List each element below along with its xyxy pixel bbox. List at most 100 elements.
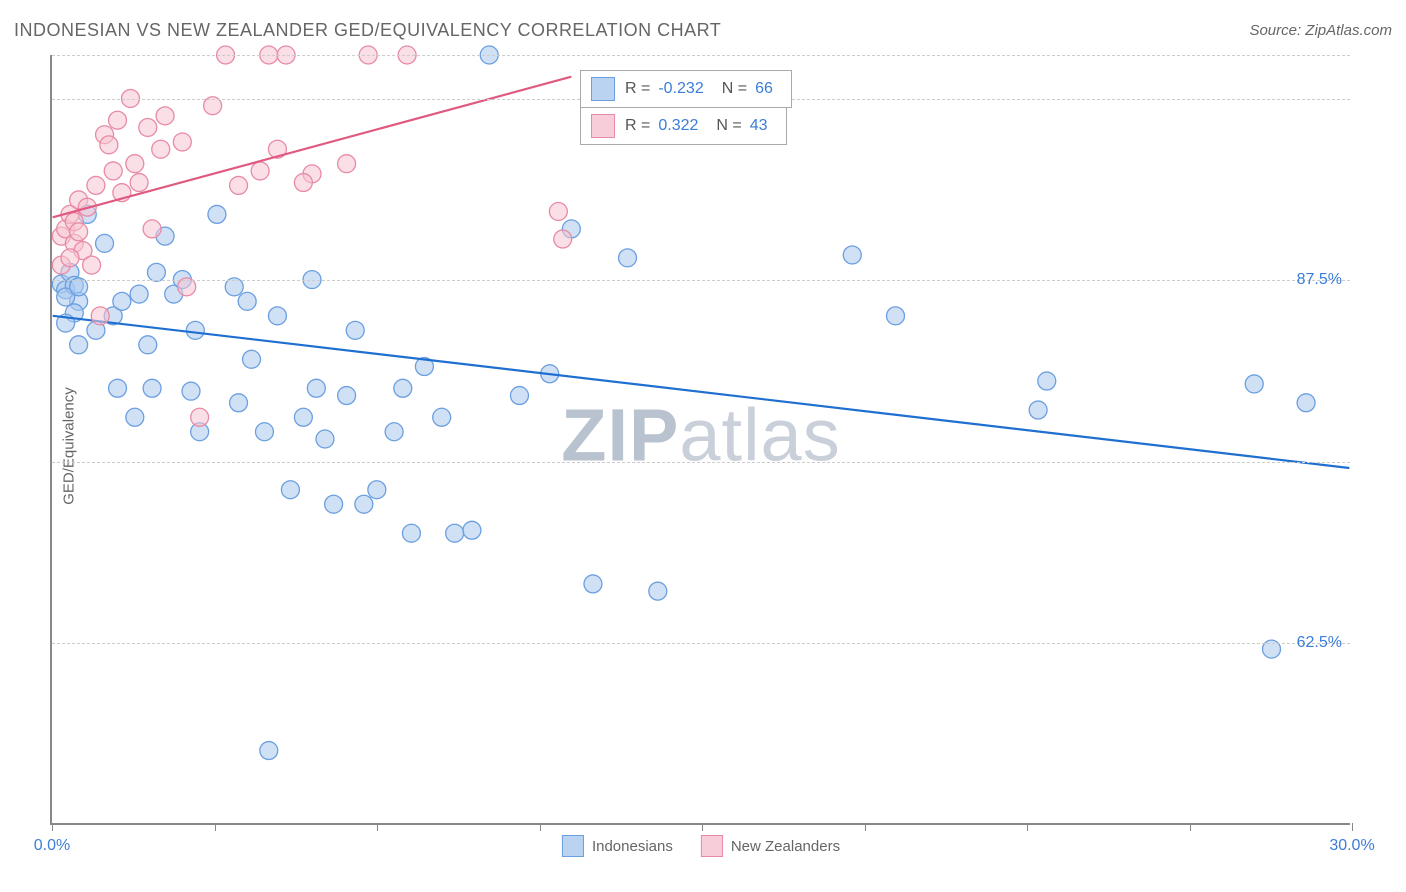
x-tick bbox=[377, 823, 378, 831]
x-tick-label: 0.0% bbox=[34, 837, 70, 855]
data-point bbox=[96, 234, 114, 252]
gridline bbox=[52, 280, 1350, 281]
data-point bbox=[156, 107, 174, 125]
data-point bbox=[100, 136, 118, 154]
data-point bbox=[887, 307, 905, 325]
data-point bbox=[186, 321, 204, 339]
data-point bbox=[463, 521, 481, 539]
data-point bbox=[649, 582, 667, 600]
data-point bbox=[143, 379, 161, 397]
data-point bbox=[70, 336, 88, 354]
x-tick bbox=[540, 823, 541, 831]
stats-box: R = -0.232 N = 66 bbox=[580, 70, 792, 108]
data-point bbox=[113, 292, 131, 310]
y-tick-label: 62.5% bbox=[1297, 634, 1342, 652]
data-point bbox=[152, 140, 170, 158]
plot-area: ZIPatlas 62.5%87.5%0.0%30.0%R =-0.232N =… bbox=[50, 55, 1350, 825]
data-point bbox=[83, 256, 101, 274]
data-point bbox=[230, 394, 248, 412]
data-point bbox=[243, 350, 261, 368]
source-label: Source: ZipAtlas.com bbox=[1249, 22, 1392, 39]
stat-n-value: 43 bbox=[750, 117, 768, 135]
x-tick-label: 30.0% bbox=[1329, 837, 1374, 855]
data-point bbox=[316, 430, 334, 448]
data-point bbox=[130, 174, 148, 192]
legend-item: Indonesians bbox=[562, 835, 673, 857]
stat-r-label: R = bbox=[625, 117, 650, 135]
x-tick bbox=[1190, 823, 1191, 831]
data-point bbox=[143, 220, 161, 238]
data-point bbox=[104, 162, 122, 180]
data-point bbox=[433, 408, 451, 426]
chart-title: INDONESIAN VS NEW ZEALANDER GED/EQUIVALE… bbox=[14, 20, 721, 41]
data-point bbox=[510, 387, 528, 405]
data-point bbox=[294, 408, 312, 426]
data-point bbox=[208, 205, 226, 223]
data-point bbox=[238, 292, 256, 310]
data-point bbox=[1038, 372, 1056, 390]
data-point bbox=[139, 118, 157, 136]
stats-box: R = 0.322 N = 43 bbox=[580, 107, 787, 145]
data-point bbox=[307, 379, 325, 397]
data-point bbox=[147, 263, 165, 281]
data-point bbox=[355, 495, 373, 513]
data-point bbox=[554, 230, 572, 248]
data-point bbox=[843, 246, 861, 264]
x-tick bbox=[52, 823, 53, 831]
data-point bbox=[402, 524, 420, 542]
x-tick bbox=[865, 823, 866, 831]
data-point bbox=[109, 379, 127, 397]
data-point bbox=[346, 321, 364, 339]
data-point bbox=[255, 423, 273, 441]
data-point bbox=[338, 155, 356, 173]
data-point bbox=[446, 524, 464, 542]
data-point bbox=[268, 307, 286, 325]
data-point bbox=[139, 336, 157, 354]
data-point bbox=[260, 742, 278, 760]
x-tick bbox=[702, 823, 703, 831]
data-point bbox=[619, 249, 637, 267]
legend-swatch bbox=[562, 835, 584, 857]
data-point bbox=[325, 495, 343, 513]
data-point bbox=[230, 176, 248, 194]
data-point bbox=[109, 111, 127, 129]
gridline bbox=[52, 462, 1350, 463]
stat-n-value: 66 bbox=[755, 80, 773, 98]
stat-r-label: R = bbox=[625, 80, 650, 98]
series-swatch bbox=[591, 77, 615, 101]
data-point bbox=[191, 408, 209, 426]
plot-svg bbox=[52, 55, 1350, 823]
legend-swatch bbox=[701, 835, 723, 857]
data-point bbox=[91, 307, 109, 325]
x-tick bbox=[1352, 823, 1353, 831]
stat-n-label: N = bbox=[716, 117, 741, 135]
data-point bbox=[338, 387, 356, 405]
data-point bbox=[130, 285, 148, 303]
regression-line bbox=[53, 316, 1350, 468]
data-point bbox=[87, 176, 105, 194]
data-point bbox=[385, 423, 403, 441]
stat-n-label: N = bbox=[722, 80, 747, 98]
data-point bbox=[1245, 375, 1263, 393]
x-tick bbox=[1027, 823, 1028, 831]
data-point bbox=[173, 133, 191, 151]
data-point bbox=[126, 155, 144, 173]
stat-r-value: 0.322 bbox=[658, 117, 698, 135]
stat-r-value: -0.232 bbox=[658, 80, 703, 98]
series-swatch bbox=[591, 114, 615, 138]
data-point bbox=[549, 203, 567, 221]
data-point bbox=[281, 481, 299, 499]
data-point bbox=[182, 382, 200, 400]
data-point bbox=[1029, 401, 1047, 419]
gridline bbox=[52, 55, 1350, 56]
data-point bbox=[584, 575, 602, 593]
x-tick bbox=[215, 823, 216, 831]
data-point bbox=[126, 408, 144, 426]
data-point bbox=[251, 162, 269, 180]
legend-label: Indonesians bbox=[592, 838, 673, 855]
data-point bbox=[394, 379, 412, 397]
legend-item: New Zealanders bbox=[701, 835, 840, 857]
legend-label: New Zealanders bbox=[731, 838, 840, 855]
gridline bbox=[52, 643, 1350, 644]
data-point bbox=[1297, 394, 1315, 412]
